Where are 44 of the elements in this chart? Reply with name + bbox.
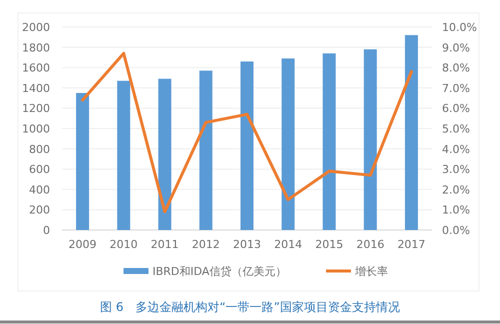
y-tick-label: 1200	[22, 102, 50, 116]
bar	[404, 35, 418, 230]
y2-tick-label: 0.0%	[442, 224, 470, 237]
y2-tick-label: 8.0%	[442, 62, 470, 75]
legend-label: 增长率	[354, 265, 388, 278]
y2-tick-label: 9.0%	[442, 41, 470, 54]
bar	[158, 78, 172, 230]
y2-tick-label: 10.0%	[442, 21, 477, 34]
bar	[199, 70, 212, 230]
y2-tick-label: 4.0%	[442, 142, 470, 156]
y-tick-label: 400	[29, 183, 50, 196]
bar	[322, 53, 336, 230]
bar	[364, 49, 377, 230]
y-tick-label: 200	[29, 204, 50, 217]
x-tick-label: 2010	[110, 238, 138, 251]
text: 图 6 多边金融机构对“一带一路”国家项目资金支持情况	[100, 300, 400, 314]
y2-tick-label: 3.0%	[442, 163, 470, 176]
bar	[117, 80, 130, 230]
y2-tick-label: 6.0%	[442, 102, 470, 116]
x-tick-label: 2011	[150, 238, 179, 251]
x-tick-label: 2016	[356, 238, 384, 251]
x-tick-label: 2014	[274, 238, 302, 251]
line-series	[81, 52, 413, 214]
bar	[76, 92, 90, 230]
x-tick-label: 2015	[315, 238, 344, 251]
y-tick-label: 800	[29, 142, 50, 156]
y-tick-label: 1800	[22, 41, 50, 54]
y-tick-label: 2000	[22, 21, 50, 34]
y-tick-label: 600	[29, 163, 50, 176]
bar	[282, 58, 295, 230]
x-tick-label: 2013	[233, 238, 261, 251]
x-tick-label: 2012	[192, 238, 220, 251]
legend-label: IBRD和IDA信贷（亿美元）	[152, 265, 286, 278]
y-tick-label: 1600	[22, 62, 50, 75]
x-tick-label: 2009	[68, 238, 97, 251]
bar	[240, 62, 254, 230]
y2-tick-label: 2.0%	[442, 183, 470, 196]
y-tick-label: 1400	[22, 82, 50, 95]
y2-tick-label: 1.0%	[442, 204, 470, 217]
x-tick-label: 2017	[397, 238, 426, 251]
y-tick-label: 0	[43, 224, 50, 237]
y-tick-label: 1000	[22, 122, 50, 136]
y2-tick-label: 5.0%	[442, 122, 470, 136]
y2-tick-label: 7.0%	[442, 82, 470, 95]
